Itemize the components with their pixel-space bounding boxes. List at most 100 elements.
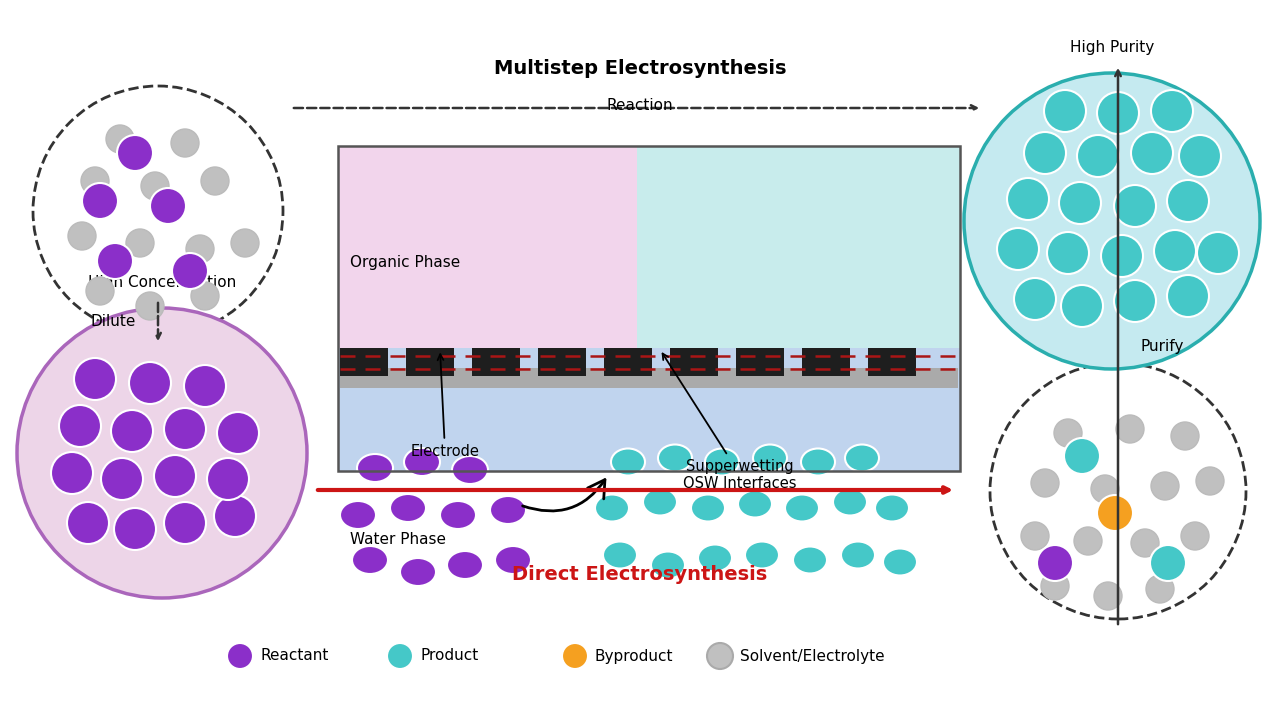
Circle shape [1064,438,1100,474]
Text: Dilute: Dilute [91,314,136,329]
Circle shape [106,125,134,153]
Circle shape [227,643,253,669]
Circle shape [1047,232,1089,274]
Circle shape [1196,467,1224,495]
Text: Supperwetting
OSW Interfaces: Supperwetting OSW Interfaces [663,353,796,491]
Ellipse shape [845,444,879,471]
Circle shape [111,410,154,452]
Bar [338,146,636,348]
Circle shape [1076,135,1119,177]
Circle shape [1044,90,1085,132]
Circle shape [214,495,256,537]
Circle shape [1007,178,1050,220]
Circle shape [172,253,207,289]
Bar [406,348,454,375]
Ellipse shape [357,454,393,482]
Circle shape [81,167,109,195]
Circle shape [387,643,413,669]
Circle shape [1151,90,1193,132]
Ellipse shape [658,444,692,471]
Circle shape [1149,545,1187,581]
Ellipse shape [447,551,483,579]
Ellipse shape [794,547,827,574]
Circle shape [1179,135,1221,177]
Ellipse shape [833,488,867,515]
Circle shape [74,358,116,400]
Ellipse shape [745,542,780,569]
Circle shape [1114,185,1156,227]
Ellipse shape [495,546,531,574]
Circle shape [1097,92,1139,134]
Circle shape [59,405,101,447]
FancyArrowPatch shape [522,480,605,511]
Circle shape [68,222,96,250]
Ellipse shape [490,496,526,524]
Circle shape [1151,472,1179,500]
Text: Purify: Purify [1140,338,1184,353]
Text: Reaction: Reaction [607,97,673,112]
Ellipse shape [691,494,724,521]
Ellipse shape [603,542,637,569]
Text: Byproduct: Byproduct [595,648,673,663]
Circle shape [207,458,250,500]
Circle shape [1146,575,1174,603]
Circle shape [230,229,259,257]
Text: High Concentration: High Concentration [88,275,236,290]
Bar [338,348,960,471]
Bar [803,348,850,375]
Circle shape [218,412,259,454]
Ellipse shape [705,449,739,476]
Circle shape [191,282,219,310]
Circle shape [1014,278,1056,320]
Bar [538,348,586,375]
Circle shape [186,235,214,263]
Ellipse shape [340,501,376,529]
Text: Direct Electrosynthesis: Direct Electrosynthesis [512,565,768,584]
Circle shape [164,408,206,450]
Circle shape [17,308,307,598]
Ellipse shape [876,494,909,521]
Circle shape [707,643,733,669]
Circle shape [33,86,283,336]
Ellipse shape [739,491,772,518]
Circle shape [989,363,1245,619]
Ellipse shape [652,552,685,579]
Circle shape [562,643,588,669]
Circle shape [129,362,172,404]
Circle shape [997,228,1039,270]
Text: Organic Phase: Organic Phase [349,255,461,270]
Ellipse shape [595,494,628,521]
Circle shape [964,73,1260,369]
Circle shape [1132,132,1172,174]
Ellipse shape [399,558,436,586]
Circle shape [1132,529,1158,557]
Ellipse shape [404,448,440,476]
Circle shape [1114,280,1156,322]
Ellipse shape [698,545,732,572]
Circle shape [1091,475,1119,503]
Circle shape [1181,522,1210,550]
Text: Multistep Electrosynthesis: Multistep Electrosynthesis [494,58,786,77]
Circle shape [1097,495,1133,531]
Text: Reactant: Reactant [260,648,329,663]
Circle shape [86,277,114,305]
Bar [868,348,916,375]
Circle shape [164,502,206,544]
Circle shape [1041,572,1069,600]
Circle shape [150,188,186,224]
Ellipse shape [643,488,677,515]
Circle shape [1061,285,1103,327]
Ellipse shape [801,449,835,476]
Circle shape [82,183,118,219]
Circle shape [1197,232,1239,274]
Bar [604,348,652,375]
Circle shape [1116,415,1144,443]
Circle shape [51,452,93,494]
Circle shape [1171,422,1199,450]
Ellipse shape [452,456,488,484]
Bar [340,368,957,387]
Circle shape [141,172,169,200]
Bar [338,146,960,471]
Circle shape [1167,180,1210,222]
Ellipse shape [841,542,876,569]
